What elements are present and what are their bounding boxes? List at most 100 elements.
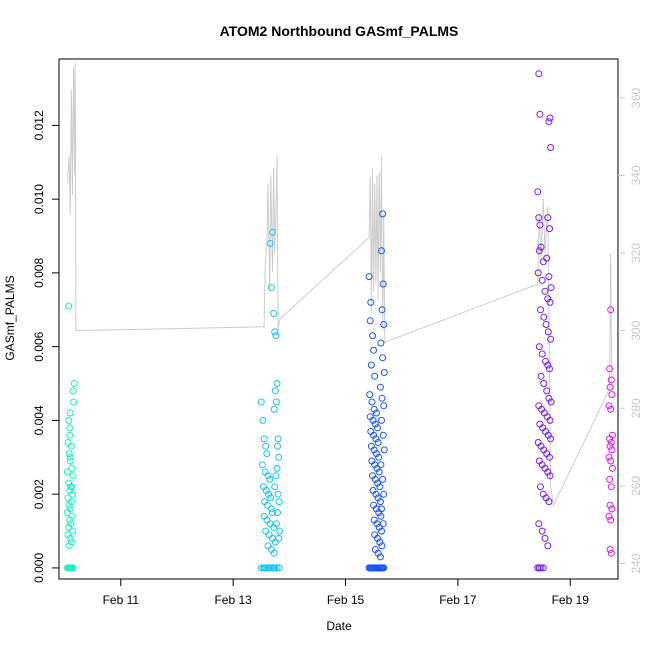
- x-tick-label: Feb 19: [552, 593, 590, 607]
- data-point: [69, 490, 76, 498]
- data-point: [374, 479, 381, 487]
- data-point: [374, 494, 382, 502]
- data-point: [66, 457, 74, 465]
- data-point: [270, 564, 278, 572]
- data-point: [379, 354, 387, 362]
- data-point: [378, 542, 386, 550]
- y-tick-label: 0.000: [32, 553, 46, 583]
- data-point: [547, 398, 555, 406]
- data-point: [605, 402, 613, 410]
- data-point: [607, 549, 615, 557]
- data-point: [375, 453, 383, 461]
- data-point: [544, 214, 552, 222]
- data-point: [265, 531, 273, 539]
- data-point: [271, 483, 279, 491]
- data-point: [537, 243, 545, 251]
- data-point: [535, 343, 543, 351]
- data-point: [537, 564, 545, 572]
- data-point: [368, 398, 376, 406]
- data-point: [378, 394, 386, 402]
- data-point: [376, 538, 384, 546]
- data-point: [543, 254, 551, 262]
- data-point: [374, 424, 381, 432]
- data-point: [376, 383, 384, 391]
- data-point: [608, 391, 616, 399]
- data-point: [534, 188, 542, 196]
- data-point: [65, 523, 73, 531]
- y-tick-label: 0.010: [32, 184, 46, 214]
- data-point: [607, 306, 615, 314]
- data-point: [276, 527, 284, 535]
- data-point: [537, 483, 544, 491]
- series-4: [534, 70, 555, 572]
- data-point: [605, 512, 613, 520]
- data-point: [379, 210, 387, 218]
- data-point: [64, 494, 72, 502]
- y-tick-label: 0.006: [32, 331, 46, 361]
- series-2: [257, 228, 284, 572]
- data-point: [262, 527, 270, 535]
- data-point: [68, 464, 76, 472]
- data-point: [374, 439, 382, 446]
- secondary-trace-line: [66, 62, 613, 507]
- y-tick-label: 0.012: [32, 110, 46, 140]
- data-point: [545, 118, 553, 126]
- data-point: [541, 534, 549, 542]
- data-point: [66, 564, 74, 572]
- x-tick-label: Feb 15: [327, 593, 365, 607]
- data-point: [369, 332, 376, 340]
- data-point: [547, 435, 555, 443]
- data-point: [264, 472, 272, 480]
- data-point: [257, 398, 265, 406]
- data-point: [371, 475, 379, 483]
- data-point: [544, 328, 552, 336]
- data-point: [538, 276, 546, 284]
- data-point: [68, 512, 76, 520]
- data-point: [263, 501, 271, 509]
- y2-tick-label: 260: [629, 476, 643, 496]
- data-point: [257, 564, 265, 572]
- data-point: [259, 416, 267, 424]
- y-tick-label: 0.004: [32, 405, 46, 435]
- data-point: [544, 468, 552, 476]
- data-point: [607, 483, 615, 491]
- data-point: [376, 553, 384, 561]
- data-point: [380, 446, 388, 454]
- data-point: [273, 464, 281, 472]
- data-point: [540, 313, 548, 321]
- data-point: [275, 498, 283, 506]
- data-point: [67, 538, 75, 546]
- plot-frame: [58, 58, 619, 580]
- data-point: [263, 450, 271, 458]
- data-point: [265, 490, 273, 498]
- data-point: [539, 564, 547, 572]
- data-point: [70, 398, 78, 406]
- data-point: [369, 416, 377, 424]
- data-point: [536, 221, 544, 229]
- data-point: [379, 431, 387, 439]
- data-point: [273, 564, 281, 572]
- data-point: [64, 439, 72, 446]
- data-point: [267, 494, 275, 502]
- data-point: [375, 523, 383, 531]
- data-point: [262, 487, 270, 494]
- data-point: [534, 269, 542, 277]
- data-point: [260, 435, 268, 443]
- data-point: [270, 405, 278, 413]
- data-point: [380, 369, 388, 376]
- data-point: [377, 512, 385, 520]
- data-point: [267, 284, 275, 292]
- axes: Feb 11 Feb 13 Feb 15 Feb 17 Feb 19 0.000 0.002…: [32, 87, 643, 607]
- data-point: [371, 564, 379, 572]
- data-point: [607, 516, 615, 524]
- data-point: [544, 295, 552, 303]
- data-point: [542, 357, 549, 365]
- data-point: [542, 321, 550, 328]
- data-point: [372, 450, 380, 458]
- data-point: [272, 332, 280, 340]
- data-point: [271, 328, 279, 336]
- data-point: [540, 380, 548, 387]
- data-point: [66, 424, 74, 432]
- y-tick-label: 0.008: [32, 258, 46, 288]
- data-point: [264, 542, 272, 550]
